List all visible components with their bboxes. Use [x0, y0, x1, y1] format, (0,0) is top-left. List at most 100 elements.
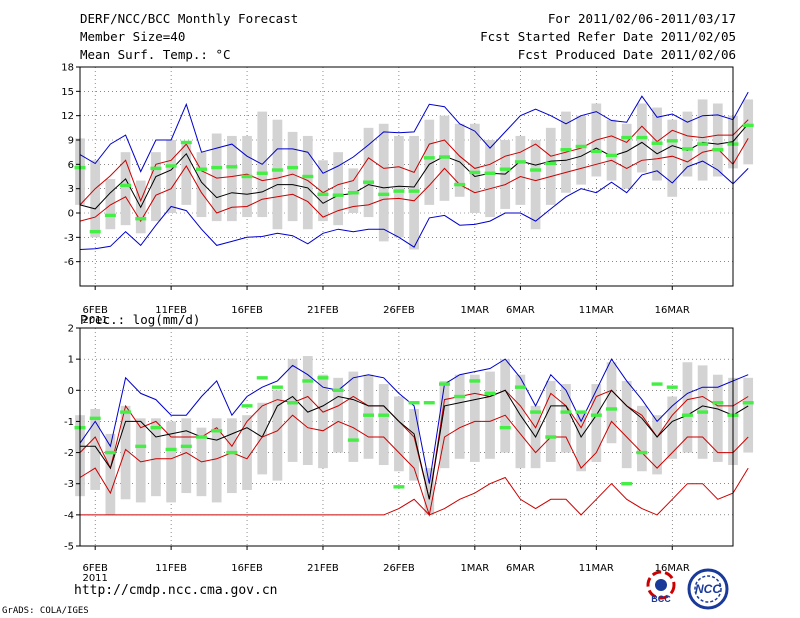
ensemble-range-box: [469, 374, 480, 462]
ensemble-range-box: [166, 421, 176, 503]
ensemble-range-box: [576, 115, 586, 185]
observation-marker: [180, 140, 192, 145]
y-tick-label: -2: [64, 448, 74, 459]
observation-marker: [89, 229, 101, 234]
x-year-label: 2011: [82, 573, 107, 584]
ensemble-range-box: [743, 99, 754, 165]
ensemble-range-box: [409, 408, 419, 481]
ensemble-range-box: [242, 415, 252, 490]
ensemble-range-box: [287, 359, 298, 462]
ensemble-range-box: [318, 374, 328, 469]
ensemble-range-box: [682, 362, 693, 453]
ensemble-range-box: [378, 123, 389, 242]
ensemble-range-box: [743, 377, 754, 453]
grads-credit: GrADS: COLA/IGES: [2, 606, 89, 616]
observation-marker: [302, 174, 314, 179]
y-tick-label: -3: [64, 479, 74, 490]
precipitation-upper-line: [79, 389, 749, 500]
ensemble-range-box: [166, 140, 176, 213]
ensemble-range-box: [90, 408, 101, 490]
observation-marker: [575, 144, 587, 149]
observation-marker: [302, 379, 314, 383]
forecast-started-date: Fcst Started Refer Date 2011/02/05: [480, 29, 736, 44]
ensemble-range-box: [333, 152, 344, 226]
precipitation-panel: 2 1 0 -1 -2 -3 -4 -5 6FEB 11FEB 16FEB 21FEB 26FEB 1MA…: [64, 324, 754, 584]
ensemble-range-box: [287, 131, 298, 222]
precipitation-mean-line: [80, 389, 749, 500]
observation-marker: [681, 413, 693, 417]
ensemble-range-box: [667, 396, 678, 459]
precipitation-max-line: [79, 358, 749, 484]
observation-marker: [256, 171, 268, 175]
observation-marker: [621, 482, 633, 486]
observation-marker: [530, 168, 542, 172]
observation-marker: [606, 153, 617, 158]
ensemble-range-box: [591, 384, 602, 462]
source-url[interactable]: http://cmdp.ncc.cma.gov.cn: [74, 583, 278, 598]
observation-marker: [317, 192, 329, 197]
ensemble-range-box: [196, 152, 207, 218]
x-tick-label: 11FEB: [155, 563, 187, 574]
observation-marker: [104, 213, 116, 218]
observation-marker: [712, 148, 724, 152]
ensemble-range-box: [500, 359, 511, 453]
observation-marker: [393, 189, 405, 193]
observation-marker: [378, 413, 390, 417]
observation-marker: [423, 156, 435, 160]
ensemble-range-box: [697, 99, 708, 181]
observation-marker: [378, 192, 390, 197]
observation-marker: [347, 438, 359, 442]
ensemble-range-box: [561, 384, 571, 453]
observation-marker: [469, 170, 481, 175]
observation-marker: [226, 165, 238, 169]
ensemble-range-box: [120, 405, 131, 500]
precipitation-variable-label: Prec.: log(mm/d): [80, 312, 201, 327]
ensemble-range-box: [424, 468, 435, 515]
ensemble-range-box: [227, 418, 237, 494]
temperature-variable-label: Mean Surf. Temp.: °C: [80, 47, 231, 62]
y-tick-label: 0: [68, 209, 74, 220]
y-tick-label: -1: [64, 417, 74, 428]
observation-marker: [150, 425, 162, 430]
forecast-period: For 2011/02/06-2011/03/17: [547, 11, 736, 26]
observation-marker: [241, 174, 253, 179]
x-tick-label: 16MAR: [655, 563, 690, 574]
ensemble-range-box: [454, 374, 465, 459]
ensemble-range-box: [454, 123, 465, 197]
x-year-label: 2011: [82, 315, 107, 326]
ensemble-range-box: [333, 377, 344, 453]
ensemble-range-box: [485, 371, 495, 459]
observation-marker: [226, 450, 238, 455]
ensemble-range-box: [621, 123, 632, 189]
observation-marker: [332, 388, 344, 392]
ensemble-range-box: [378, 384, 389, 466]
observation-marker: [165, 447, 177, 452]
observation-marker: [256, 376, 268, 380]
x-tick-label: 11MAR: [579, 563, 614, 574]
ensemble-range-box: [211, 133, 222, 222]
ensemble-range-box: [272, 119, 283, 230]
y-tick-label: 1: [68, 355, 74, 366]
temperature-min-line: [79, 160, 749, 250]
observation-marker: [545, 435, 557, 439]
ensemble-range-box: [606, 119, 617, 181]
ensemble-range-box: [105, 178, 116, 230]
observation-marker: [651, 382, 663, 386]
x-tick-label: 11MAR: [579, 305, 614, 316]
observation-marker: [712, 401, 724, 405]
observation-marker: [621, 135, 633, 140]
ensemble-range-box: [318, 160, 328, 222]
x-tick-label: 6FEB: [83, 563, 108, 574]
ensemble-range-box: [576, 412, 586, 472]
temperature-lower-line: [79, 138, 749, 223]
y-tick-label: 9: [68, 136, 74, 147]
observation-marker: [636, 135, 648, 140]
ensemble-range-box: [712, 103, 723, 177]
observation-marker: [317, 376, 329, 380]
x-tick-label: 6MAR: [506, 305, 535, 316]
observation-marker: [408, 189, 420, 193]
observation-marker: [651, 141, 663, 145]
observation-marker: [514, 160, 526, 164]
observation-marker: [271, 385, 283, 389]
